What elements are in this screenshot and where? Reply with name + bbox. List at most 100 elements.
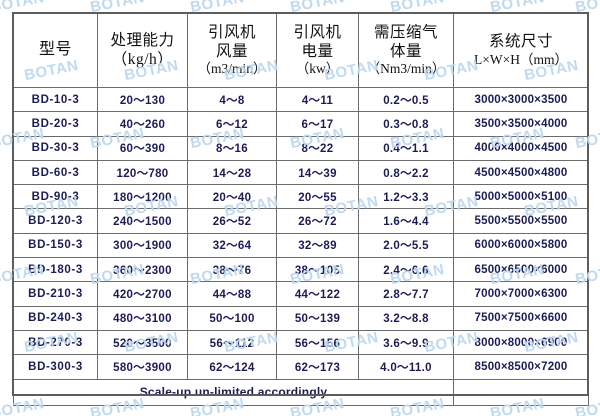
table-cell: 32～64 <box>187 232 277 259</box>
cell-model: BD-90-3 <box>13 184 98 210</box>
table-cell: 38～105 <box>276 257 359 283</box>
table-cell: 0.4～1.1 <box>358 135 454 161</box>
table-row: BD-150-3 300～1900 32～64 32～89 2.0～5.5 6000×60… <box>13 232 589 259</box>
table-cell: 20～130 <box>97 86 188 113</box>
table-row: BD-300-3 580～3900 62～124 62～173 4.0～11.0 8500… <box>13 354 589 380</box>
table-header-row: 型号 处理能力 （kg/h） 引风机 风量 （m3/min） 引风机 电量 （kw） 需压缩气 体量… <box>13 13 589 88</box>
table-cell: 4.0～11.0 <box>358 354 454 380</box>
table-cell: 4～11 <box>276 86 359 113</box>
table-cell: 3000×3000×3500 <box>453 86 589 113</box>
cell-model: BD-120-3 <box>13 208 98 234</box>
table-cell: 3.6～9.9 <box>358 329 454 356</box>
column-header-text: 引风机 <box>207 24 256 42</box>
column-header-4: 引风机 电量 （kw） <box>276 13 359 88</box>
table-cell: 0.2～0.5 <box>358 86 454 113</box>
table-cell: 50～139 <box>276 305 359 331</box>
column-header-text: 系统尺寸 <box>488 33 553 51</box>
table-cell: 4～8 <box>187 86 277 113</box>
table-cell: 4000×4000×4500 <box>453 135 589 161</box>
table-cell: 60～390 <box>97 135 188 161</box>
table-cell: 38～76 <box>187 257 277 283</box>
table-cell: 56～156 <box>276 329 359 356</box>
table-cell: 6～12 <box>187 111 277 137</box>
table-row: BD-30-3 60～390 8～16 8～22 0.4～1.1 4000×4000×45… <box>13 135 589 161</box>
table-cell: 14～39 <box>276 159 359 186</box>
table-row: BD-90-3 180～1200 20～40 20～55 1.2～3.3 5000×500… <box>13 184 589 210</box>
table-cell: 8～22 <box>276 135 359 161</box>
table-cell: 480～3100 <box>97 305 188 331</box>
table-cell: 2.4～6.6 <box>358 257 454 283</box>
table-cell: 5000×5000×5100 <box>453 184 589 210</box>
table-cell: 44～122 <box>276 281 359 307</box>
table-cell: 8000×8000×6900 <box>453 329 589 356</box>
column-header-text: （m3/min） <box>197 60 267 76</box>
cell-model: BD-240-3 <box>13 305 98 331</box>
footer-empty-cell <box>453 378 589 406</box>
column-header-text: L×W×H（mm） <box>474 51 568 67</box>
table-cell: 2.0～5.5 <box>358 232 454 259</box>
table-cell: 62～173 <box>276 354 359 380</box>
table-body: 型号 处理能力 （kg/h） 引风机 风量 （m3/min） 引风机 电量 （kw） 需压缩气 体量… <box>13 13 589 406</box>
table-cell: 3.2～8.8 <box>358 305 454 331</box>
cell-model: BD-30-3 <box>13 135 98 161</box>
table-cell: 50～100 <box>187 305 277 331</box>
column-header-text: （Nm3/min） <box>366 60 446 76</box>
table-row: BD-60-3 120～780 14～28 14～39 0.8～2.2 4500×4500… <box>13 159 589 186</box>
table-cell: 520～3500 <box>97 329 188 356</box>
column-header-3: 引风机 风量 （m3/min） <box>187 13 277 88</box>
spec-table-container: 型号 处理能力 （kg/h） 引风机 风量 （m3/min） 引风机 电量 （kw） 需压缩气 体量… <box>12 12 589 406</box>
table-cell: 300～1900 <box>97 232 188 259</box>
table-cell: 7000×7000×6300 <box>453 281 589 307</box>
table-row: BD-20-3 40～260 6～12 6～17 0.3～0.8 3500×3500×40… <box>13 111 589 137</box>
table-cell: 360～2300 <box>97 257 188 283</box>
column-header-text: 引风机 <box>293 24 342 42</box>
table-cell: 8500×8500×7200 <box>453 354 589 380</box>
table-cell: 6～17 <box>276 111 359 137</box>
cell-model: BD-210-3 <box>13 281 98 307</box>
cell-model: BD-10-3 <box>13 86 98 113</box>
table-cell: 26～72 <box>276 208 359 234</box>
table-cell: 8～16 <box>187 135 277 161</box>
column-header-text: 电量 <box>301 42 334 60</box>
table-cell: 44～88 <box>187 281 277 307</box>
column-header-5: 需压缩气 体量 （Nm3/min） <box>358 13 454 88</box>
table-cell: 120～780 <box>97 159 188 186</box>
column-header-text: 风量 <box>215 42 248 60</box>
column-header-2: 处理能力 （kg/h） <box>97 13 188 88</box>
table-footer-row: Scale-up un-limited accordingly <box>13 378 589 406</box>
table-cell: 7500×7500×6600 <box>453 305 589 331</box>
table-row: BD-180-3 360～2300 38～76 38～105 2.4～6.6 6500×6… <box>13 257 589 283</box>
column-header-text: 型号 <box>38 41 72 59</box>
cell-model: BD-300-3 <box>13 354 98 380</box>
table-cell: 1.2～3.3 <box>358 184 454 210</box>
table-cell: 32～89 <box>276 232 359 259</box>
cell-model: BD-60-3 <box>13 159 98 186</box>
table-cell: 40～260 <box>97 111 188 137</box>
table-cell: 580～3900 <box>97 354 188 380</box>
table-row: BD-120-3 240～1500 26～52 26～72 1.6～4.4 5500×55… <box>13 208 589 234</box>
footer-note: Scale-up un-limited accordingly <box>13 378 454 406</box>
column-header-text: （kw） <box>295 60 340 76</box>
table-cell: 62～124 <box>187 354 277 380</box>
table-cell: 6000×6000×5800 <box>453 232 589 259</box>
cell-model: BD-180-3 <box>13 257 98 283</box>
table-cell: 0.3～0.8 <box>358 111 454 137</box>
table-row: BD-210-3 420～2700 44～88 44～122 2.8～7.7 7000×7… <box>13 281 589 307</box>
table-cell: 240～1500 <box>97 208 188 234</box>
table-cell: 56～112 <box>187 329 277 356</box>
column-header-text: 处理能力 <box>110 32 175 50</box>
table-row: BD-240-3 480～3100 50～100 50～139 3.2～8.8 7500×… <box>13 305 589 331</box>
column-header-text: 体量 <box>389 42 422 60</box>
column-header-text: （kg/h） <box>111 50 174 68</box>
table-cell: 1.6～4.4 <box>358 208 454 234</box>
cell-model: BD-20-3 <box>13 111 98 137</box>
table-cell: 20～55 <box>276 184 359 210</box>
table-cell: 5500×5500×5500 <box>453 208 589 234</box>
column-header-6: 系统尺寸 L×W×H（mm） <box>453 13 589 88</box>
column-header-text: 需压缩气 <box>373 24 438 42</box>
cell-model: BD-270-3 <box>13 329 98 356</box>
table-cell: 0.8～2.2 <box>358 159 454 186</box>
table-cell: 420～2700 <box>97 281 188 307</box>
table-cell: 6500×6500×6000 <box>453 257 589 283</box>
table-row: BD-270-3 520～3500 56～112 56～156 3.6～9.9 8000×… <box>13 329 589 356</box>
